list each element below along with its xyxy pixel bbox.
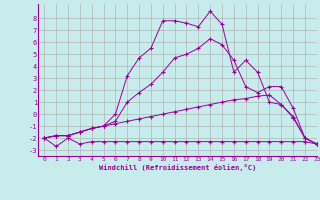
X-axis label: Windchill (Refroidissement éolien,°C): Windchill (Refroidissement éolien,°C): [99, 164, 256, 171]
